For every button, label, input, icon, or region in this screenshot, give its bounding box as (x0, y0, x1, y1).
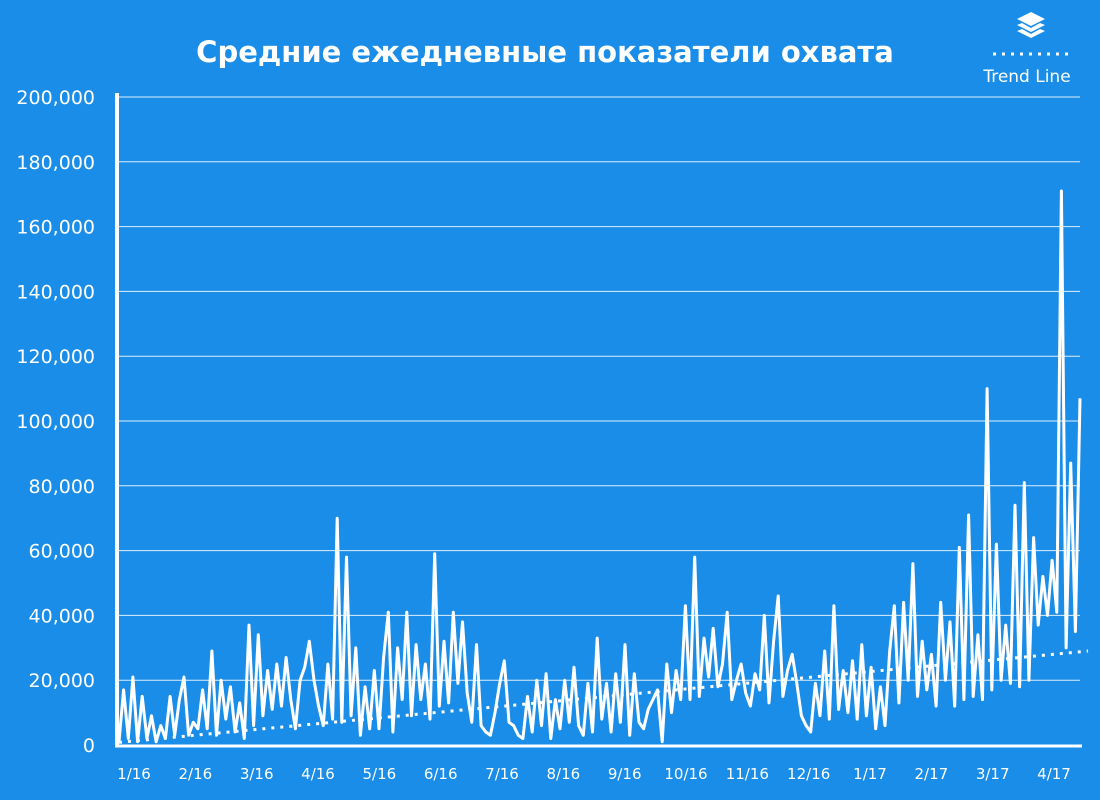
y-tick-label: 180,000 (16, 152, 95, 174)
x-tick-label: 4/17 (1037, 765, 1071, 783)
y-tick-label: 20,000 (29, 670, 95, 692)
y-tick-label: 140,000 (16, 281, 95, 303)
y-tick-label: 100,000 (16, 411, 95, 433)
y-tick-label: 160,000 (16, 217, 95, 239)
x-tick-label: 3/16 (240, 765, 274, 783)
series-line (117, 189, 1082, 744)
chart-title: Средние ежедневные показатели охвата (196, 35, 894, 69)
y-tick-label: 40,000 (29, 605, 95, 627)
x-tick-label: 5/16 (362, 765, 396, 783)
y-tick-label: 0 (83, 735, 95, 757)
x-tick-label: 8/16 (546, 765, 580, 783)
x-tick-label: 2/16 (178, 765, 212, 783)
y-tick-label: 200,000 (16, 87, 95, 109)
x-tick-label: 7/16 (485, 765, 519, 783)
trend-line (118, 649, 1089, 744)
x-tick-label: 1/17 (853, 765, 887, 783)
y-axis-ticks: 0 20,000 40,000 60,000 80,000 100,000 120,000 1… (16, 87, 95, 757)
x-tick-label: 6/16 (424, 765, 458, 783)
grid-lines (118, 96, 1080, 681)
y-tick-label: 60,000 (29, 541, 95, 563)
x-tick-label: 9/16 (608, 765, 642, 783)
x-tick-label: 1/16 (117, 765, 151, 783)
x-tick-label: 10/16 (664, 765, 707, 783)
legend: Trend Line (982, 12, 1071, 87)
x-tick-label: 12/16 (787, 765, 830, 783)
x-axis-ticks: 1/16 2/16 3/16 4/16 5/16 6/16 7/16 8/16 9/16 10/1… (117, 765, 1071, 783)
layers-icon (1017, 12, 1045, 38)
legend-label: Trend Line (982, 67, 1070, 87)
y-tick-label: 80,000 (29, 476, 95, 498)
x-tick-label: 4/16 (301, 765, 335, 783)
y-tick-label: 120,000 (16, 346, 95, 368)
x-tick-label: 3/17 (976, 765, 1010, 783)
x-tick-label: 11/16 (726, 765, 769, 783)
x-tick-label: 2/17 (914, 765, 948, 783)
